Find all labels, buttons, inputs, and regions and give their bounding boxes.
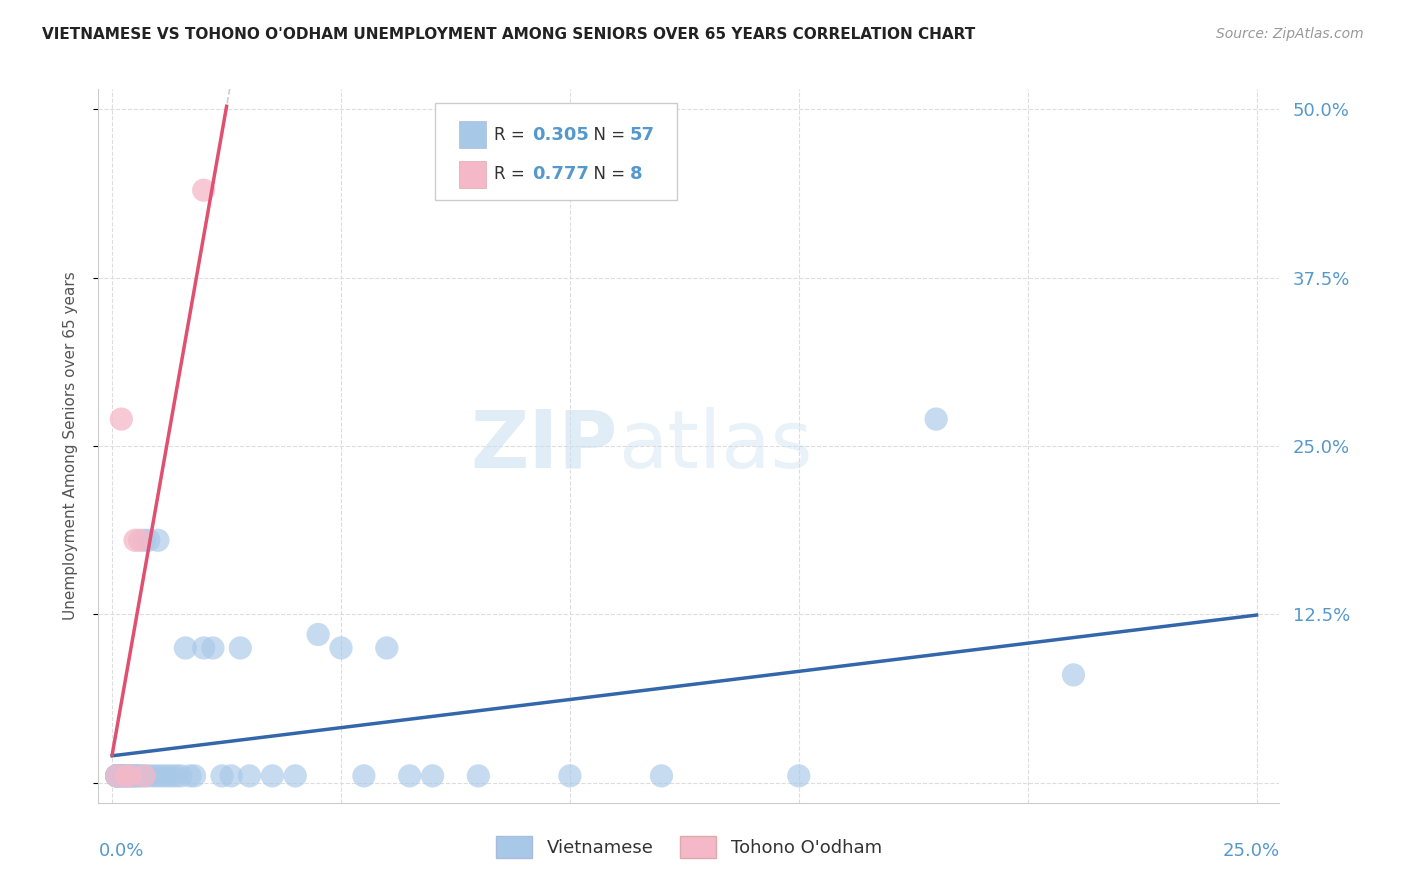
- Point: [120, 769, 142, 783]
- Y-axis label: Unemployment Among Seniors over 65 years: Unemployment Among Seniors over 65 years: [63, 272, 77, 620]
- Text: 57: 57: [630, 126, 655, 144]
- Point: [375, 640, 398, 655]
- Point: [193, 183, 215, 197]
- Text: 25.0%: 25.0%: [1222, 842, 1279, 860]
- Point: [284, 769, 307, 783]
- Text: 0.305: 0.305: [531, 126, 589, 144]
- Point: [183, 769, 205, 783]
- FancyBboxPatch shape: [458, 121, 485, 148]
- Point: [467, 769, 489, 783]
- Point: [110, 769, 132, 783]
- FancyBboxPatch shape: [434, 103, 678, 200]
- Point: [110, 769, 132, 783]
- Point: [115, 769, 138, 783]
- Point: [134, 533, 156, 548]
- Point: [105, 769, 128, 783]
- Text: atlas: atlas: [619, 407, 813, 485]
- Point: [110, 412, 132, 426]
- Point: [124, 769, 146, 783]
- Text: N =: N =: [582, 126, 630, 144]
- Point: [120, 769, 142, 783]
- Point: [165, 769, 187, 783]
- Point: [174, 640, 197, 655]
- Point: [134, 769, 156, 783]
- Text: 0.777: 0.777: [531, 165, 589, 183]
- Point: [142, 769, 165, 783]
- Point: [105, 769, 128, 783]
- Text: VIETNAMESE VS TOHONO O'ODHAM UNEMPLOYMENT AMONG SENIORS OVER 65 YEARS CORRELATIO: VIETNAMESE VS TOHONO O'ODHAM UNEMPLOYMEN…: [42, 27, 976, 42]
- Point: [128, 769, 150, 783]
- Point: [650, 769, 672, 783]
- Point: [115, 769, 138, 783]
- Point: [238, 769, 260, 783]
- Point: [146, 769, 169, 783]
- Point: [170, 769, 193, 783]
- Point: [353, 769, 375, 783]
- Point: [787, 769, 810, 783]
- Point: [105, 769, 128, 783]
- Text: N =: N =: [582, 165, 630, 183]
- Text: R =: R =: [494, 126, 530, 144]
- Point: [124, 533, 146, 548]
- Point: [330, 640, 353, 655]
- Point: [1062, 668, 1084, 682]
- Point: [193, 640, 215, 655]
- Text: Source: ZipAtlas.com: Source: ZipAtlas.com: [1216, 27, 1364, 41]
- Point: [110, 769, 132, 783]
- Point: [110, 769, 132, 783]
- Point: [146, 533, 169, 548]
- Point: [115, 769, 138, 783]
- Text: 0.0%: 0.0%: [98, 842, 143, 860]
- Point: [120, 769, 142, 783]
- Point: [398, 769, 420, 783]
- Point: [307, 627, 329, 641]
- Point: [124, 769, 146, 783]
- Point: [211, 769, 233, 783]
- Point: [422, 769, 444, 783]
- Point: [138, 533, 160, 548]
- Point: [138, 769, 160, 783]
- Point: [160, 769, 183, 783]
- Point: [128, 769, 150, 783]
- Point: [120, 769, 142, 783]
- Point: [105, 769, 128, 783]
- Legend: Vietnamese, Tohono O'odham: Vietnamese, Tohono O'odham: [489, 829, 889, 865]
- Point: [229, 640, 252, 655]
- Text: ZIP: ZIP: [471, 407, 619, 485]
- Point: [156, 769, 179, 783]
- Point: [105, 769, 128, 783]
- Point: [152, 769, 174, 783]
- Point: [115, 769, 138, 783]
- Point: [105, 769, 128, 783]
- Point: [105, 769, 128, 783]
- Point: [179, 769, 201, 783]
- Point: [558, 769, 581, 783]
- Point: [925, 412, 948, 426]
- Point: [262, 769, 284, 783]
- Point: [115, 769, 138, 783]
- Text: 8: 8: [630, 165, 643, 183]
- FancyBboxPatch shape: [458, 161, 485, 187]
- Text: R =: R =: [494, 165, 530, 183]
- Point: [124, 769, 146, 783]
- Point: [128, 533, 150, 548]
- Point: [219, 769, 242, 783]
- Point: [134, 769, 156, 783]
- Point: [201, 640, 224, 655]
